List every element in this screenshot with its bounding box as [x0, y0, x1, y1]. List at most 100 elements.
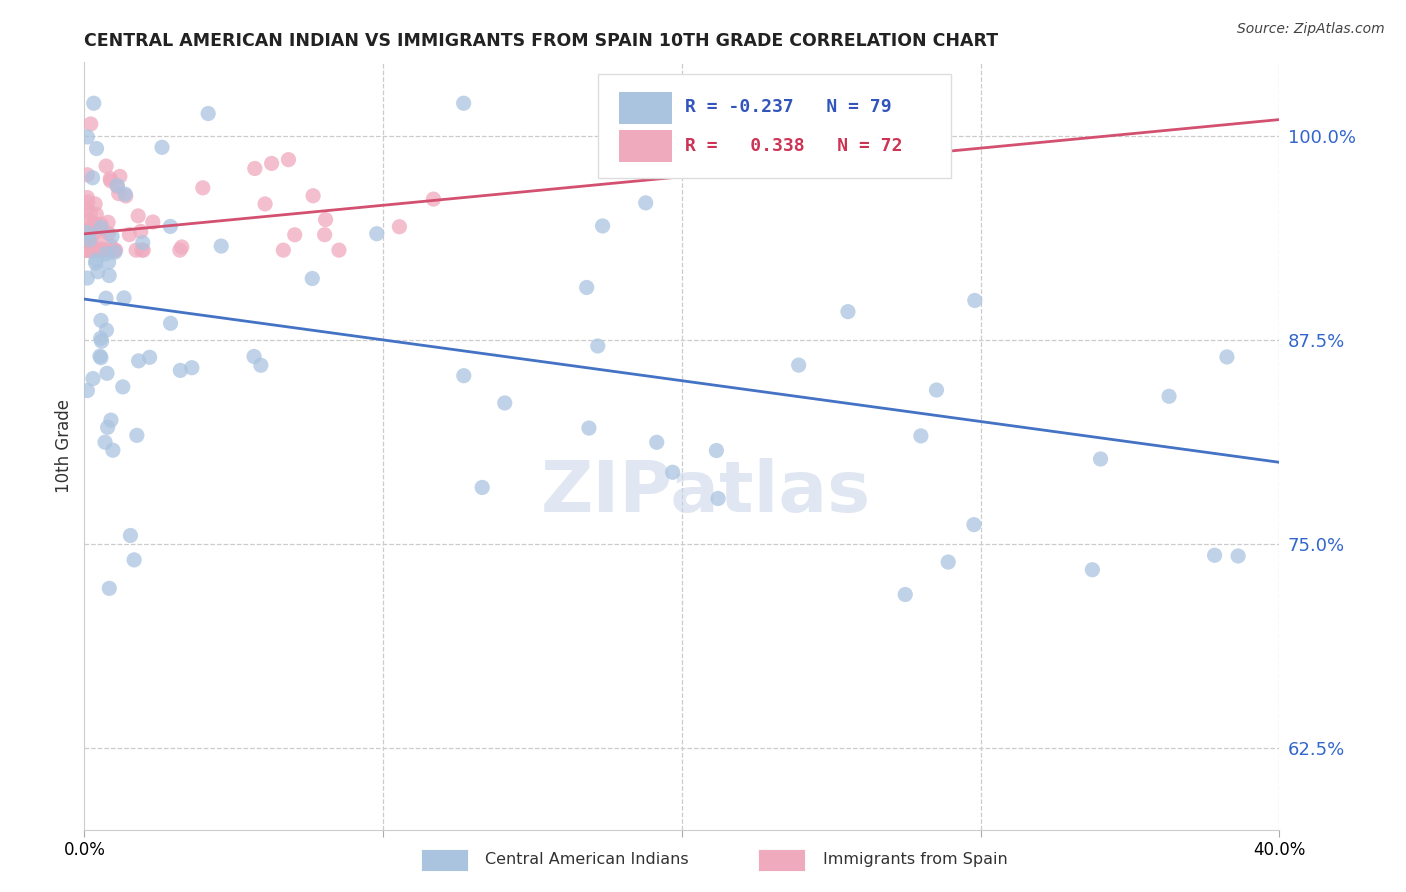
Point: [80, 243, 103, 257]
Point: [170, 240, 193, 254]
Point: [83, 96, 105, 111]
Point: [90, 220, 112, 235]
Point: [76, 195, 98, 210]
Point: [97, 420, 120, 434]
Point: [83, 243, 105, 257]
Point: [100, 413, 122, 427]
Point: [108, 169, 131, 184]
Point: [328, 243, 350, 257]
FancyBboxPatch shape: [599, 74, 950, 178]
Point: [90, 351, 112, 365]
Point: [250, 358, 273, 372]
Point: [634, 195, 657, 210]
Point: [76, 191, 98, 205]
Point: [76, 225, 98, 239]
Point: [80, 117, 103, 131]
Point: [114, 187, 136, 202]
Point: [197, 106, 219, 120]
Point: [84, 256, 107, 270]
Point: [131, 243, 153, 257]
Point: [114, 189, 136, 203]
Text: ZIPatlas: ZIPatlas: [541, 458, 870, 526]
Point: [127, 209, 149, 223]
Point: [97, 255, 120, 269]
Point: [84, 225, 107, 239]
Point: [79, 220, 101, 235]
Point: [82, 243, 104, 257]
Point: [243, 161, 266, 176]
Point: [125, 243, 148, 257]
Point: [90, 242, 112, 256]
Point: [142, 215, 165, 229]
Point: [84, 243, 107, 257]
Point: [84, 197, 107, 211]
Point: [180, 360, 202, 375]
Point: [787, 358, 810, 372]
Point: [101, 229, 124, 244]
Point: [87, 243, 110, 257]
Point: [98, 268, 121, 283]
Point: [273, 243, 295, 257]
Point: [86, 243, 108, 257]
Point: [118, 227, 141, 242]
Text: Source: ZipAtlas.com: Source: ZipAtlas.com: [1237, 22, 1385, 37]
Point: [76, 234, 98, 248]
Point: [707, 491, 730, 506]
Point: [76, 130, 98, 145]
Point: [104, 243, 127, 257]
Point: [138, 351, 160, 365]
Point: [83, 219, 105, 233]
Point: [84, 207, 107, 221]
Point: [107, 186, 129, 201]
Point: [100, 238, 122, 252]
Point: [100, 174, 122, 188]
Point: [94, 247, 117, 261]
Point: [925, 383, 948, 397]
Point: [87, 265, 110, 279]
Point: [90, 313, 112, 327]
Point: [80, 243, 103, 257]
Point: [104, 243, 127, 257]
Point: [97, 215, 120, 229]
Point: [169, 243, 191, 257]
Point: [76, 243, 98, 257]
Point: [84, 243, 107, 257]
Point: [191, 181, 214, 195]
Point: [169, 363, 191, 377]
Point: [277, 153, 299, 167]
Point: [86, 141, 108, 155]
Point: [76, 384, 98, 398]
Point: [159, 219, 181, 234]
Point: [254, 197, 277, 211]
Point: [98, 582, 121, 596]
Point: [1090, 452, 1112, 467]
Point: [79, 233, 101, 247]
Point: [105, 179, 128, 194]
Text: Central American Indians: Central American Indians: [485, 853, 689, 867]
Point: [96, 323, 118, 337]
Point: [76, 168, 98, 182]
Point: [575, 280, 598, 294]
Text: R = -0.237   N = 79: R = -0.237 N = 79: [686, 98, 893, 116]
Point: [76, 213, 98, 227]
Point: [125, 428, 148, 442]
Point: [366, 227, 388, 241]
Point: [96, 367, 118, 381]
Text: CENTRAL AMERICAN INDIAN VS IMMIGRANTS FROM SPAIN 10TH GRADE CORRELATION CHART: CENTRAL AMERICAN INDIAN VS IMMIGRANTS FR…: [84, 32, 998, 50]
Point: [91, 243, 114, 257]
Point: [80, 243, 103, 257]
Point: [94, 291, 117, 305]
Point: [76, 235, 98, 250]
Point: [79, 206, 101, 220]
Point: [243, 350, 266, 364]
Point: [302, 188, 325, 202]
Point: [1216, 350, 1239, 364]
Point: [93, 243, 115, 257]
Point: [314, 227, 336, 242]
Point: [132, 235, 155, 250]
Point: [471, 480, 494, 494]
Point: [388, 219, 411, 234]
Point: [76, 271, 98, 285]
Point: [1081, 563, 1104, 577]
Point: [159, 316, 181, 330]
